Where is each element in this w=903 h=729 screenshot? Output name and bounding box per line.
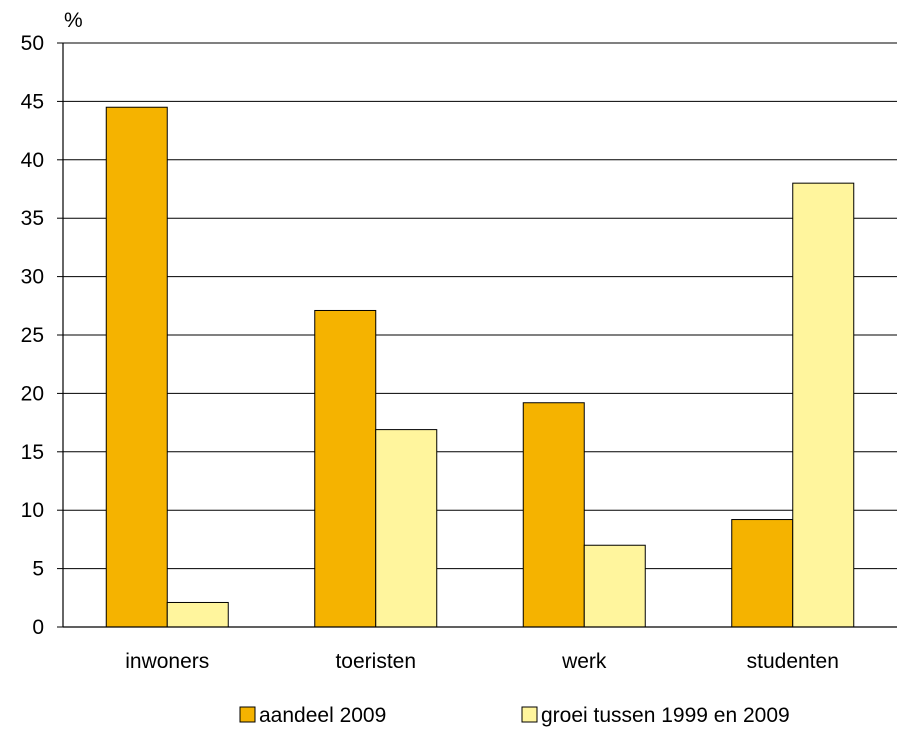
x-tick-label: toeristen	[335, 650, 416, 673]
bars	[105, 106, 855, 628]
bar-toeristen-series-1	[375, 429, 438, 628]
legend-swatch	[239, 706, 256, 723]
bar-studenten-series-1	[792, 182, 855, 628]
bar-toeristen-series-0	[314, 309, 377, 628]
bar-inwoners-series-1	[166, 601, 229, 628]
y-axis-unit-label: %	[64, 9, 83, 32]
x-axis-labels: inwoners toeristen werk studenten	[125, 650, 839, 673]
y-tick-label: 50	[21, 32, 44, 55]
legend: aandeel 2009 groei tussen 1999 en 2009	[239, 704, 790, 727]
y-axis-ticks: 0 5 10 15 20 25 30 35 40 45 50	[21, 32, 63, 639]
y-tick-label: 5	[32, 558, 44, 581]
legend-label: groei tussen 1999 en 2009	[541, 704, 790, 727]
y-tick-label: 15	[21, 441, 44, 464]
x-tick-label: studenten	[747, 650, 839, 673]
bar-werk-series-0	[522, 402, 585, 628]
x-tick-label: werk	[561, 650, 607, 673]
legend-label: aandeel 2009	[259, 704, 386, 727]
bar-inwoners-series-0	[105, 106, 168, 628]
y-tick-label: 20	[21, 382, 44, 405]
y-tick-label: 45	[21, 90, 44, 113]
gridlines	[63, 42, 897, 570]
bar-werk-series-1	[583, 544, 646, 628]
y-tick-label: 30	[21, 266, 44, 289]
x-tick-label: inwoners	[125, 650, 209, 673]
y-tick-label: 40	[21, 149, 44, 172]
y-tick-label: 0	[32, 616, 44, 639]
legend-swatch	[521, 706, 538, 723]
bar-studenten-series-0	[731, 519, 794, 628]
y-tick-label: 35	[21, 207, 44, 230]
y-tick-label: 25	[21, 324, 44, 347]
y-tick-label: 10	[21, 499, 44, 522]
